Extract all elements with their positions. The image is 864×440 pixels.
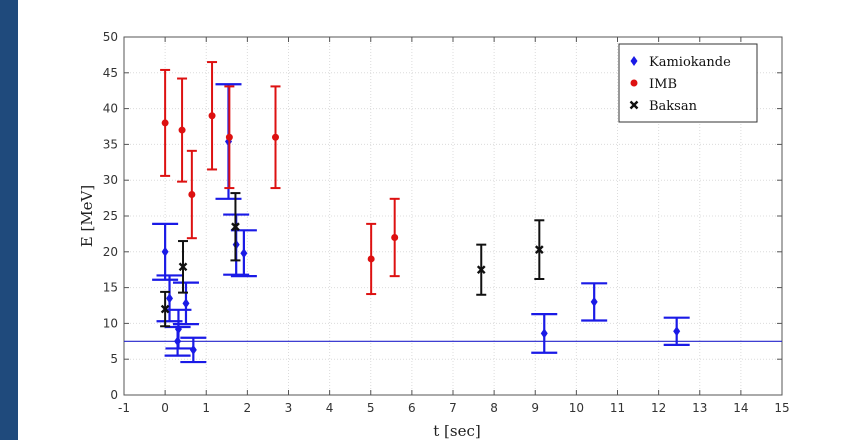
imb-data-point <box>177 77 188 183</box>
baksan-marker <box>231 222 240 232</box>
imb-marker <box>391 233 399 241</box>
x-tick-label: 8 <box>490 401 498 415</box>
x-tick-label: 12 <box>651 401 666 415</box>
kamiokande-marker <box>189 344 197 355</box>
kamiokande-data-point <box>165 308 192 350</box>
imb-marker <box>367 255 375 263</box>
kamiokande-marker <box>174 324 182 335</box>
x-tick-label: 4 <box>326 401 334 415</box>
y-tick-label: 25 <box>103 209 118 223</box>
x-tick-label: 13 <box>692 401 707 415</box>
baksan-data-point <box>178 240 189 294</box>
x-tick-label: 2 <box>244 401 252 415</box>
x-tick-label: 0 <box>161 401 169 415</box>
x-tick-label: 9 <box>531 401 539 415</box>
y-tick-label: 10 <box>103 316 118 330</box>
imb-data-point <box>160 68 171 177</box>
baksan-data-point <box>476 243 487 296</box>
x-tick-label: 3 <box>285 401 293 415</box>
x-tick-label: 6 <box>408 401 416 415</box>
legend: Kamiokande IMB Baksan <box>618 43 758 123</box>
y-tick-label: 30 <box>103 173 118 187</box>
x-tick-label: 10 <box>569 401 584 415</box>
y-axis-label: E [MeV] <box>78 185 96 248</box>
kamiokande-data-point <box>663 316 690 346</box>
x-tick-label: 15 <box>774 401 789 415</box>
kamiokande-data-point <box>531 312 558 354</box>
legend-label-baksan: Baksan <box>649 99 698 114</box>
legend-marker-imb <box>630 79 638 87</box>
imb-data-point <box>389 197 400 278</box>
x-tick-label: -1 <box>118 401 130 415</box>
baksan-marker <box>534 245 544 255</box>
kamiokande-data-point <box>581 282 608 322</box>
imb-data-point <box>270 85 281 190</box>
legend-label-kamiokande: Kamiokande <box>649 55 731 70</box>
kamiokande-marker <box>182 298 190 309</box>
imb-data-point <box>366 222 377 296</box>
kamiokande-marker <box>590 296 598 307</box>
series-baksan <box>160 192 545 328</box>
kamiokande-data-point <box>180 336 207 364</box>
baksan-marker <box>160 304 170 314</box>
imb-data-point <box>207 61 218 171</box>
y-tick-label: 5 <box>110 352 118 366</box>
x-tick-label: 7 <box>449 401 457 415</box>
x-tick-label: 14 <box>733 401 748 415</box>
baksan-data-point <box>534 219 545 281</box>
kamiokande-marker <box>540 328 548 339</box>
imb-marker <box>161 119 169 127</box>
y-tick-label: 0 <box>110 388 118 402</box>
x-tick-label: 11 <box>610 401 625 415</box>
y-tick-label: 35 <box>103 137 118 151</box>
baksan-marker <box>476 265 486 275</box>
y-tick-label: 40 <box>103 102 118 116</box>
legend-label-imb: IMB <box>649 77 677 92</box>
kamiokande-marker <box>240 248 248 259</box>
imb-data-point <box>186 149 197 240</box>
x-tick-label: 1 <box>202 401 210 415</box>
imb-marker <box>188 191 196 199</box>
legend-marker-kamiokande <box>630 56 638 66</box>
kamiokande-data-point <box>152 222 179 281</box>
kamiokande-marker <box>166 293 174 304</box>
baksan-data-point <box>230 192 241 262</box>
imb-marker <box>178 126 186 134</box>
y-tick-label: 20 <box>103 245 118 259</box>
kamiokande-marker <box>161 246 169 257</box>
baksan-marker <box>178 262 188 272</box>
imb-data-point <box>224 85 235 190</box>
axes: -1 0 1 2 3 4 5 6 7 8 9 10 11 12 13 14 150510152025303540… <box>103 30 790 415</box>
y-tick-label: 50 <box>103 30 118 44</box>
kamiokande-marker <box>673 326 681 337</box>
imb-marker <box>272 133 280 141</box>
imb-marker <box>208 112 216 120</box>
x-tick-label: 5 <box>367 401 375 415</box>
x-axis-label: t [sec] <box>433 422 480 440</box>
series-layer <box>152 61 690 364</box>
imb-marker <box>225 133 233 141</box>
y-tick-label: 45 <box>103 66 118 80</box>
y-tick-label: 15 <box>103 281 118 295</box>
legend-box <box>618 43 758 123</box>
legend-marker-baksan <box>629 100 639 110</box>
kamiokande-data-point <box>172 281 199 326</box>
baksan-data-point <box>160 290 171 328</box>
series-imb <box>160 61 400 296</box>
